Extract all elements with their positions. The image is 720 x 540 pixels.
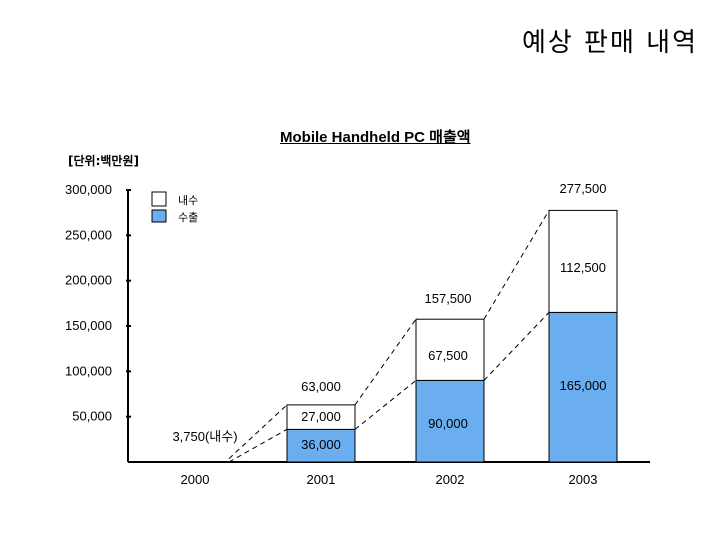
domestic-label-2003: 112,500 — [560, 260, 606, 275]
legend-swatch-export — [151, 209, 167, 223]
x-tick-label: 2003 — [569, 472, 598, 487]
bar-export-2003 — [548, 311, 618, 463]
y-tick-label: 150,000 — [65, 318, 112, 333]
export-label-2002: 90,000 — [428, 416, 468, 431]
connector-line-total — [354, 318, 417, 406]
domestic-label-2002: 67,500 — [428, 348, 468, 363]
total-label-2003: 277,500 — [560, 181, 607, 196]
connector-line-total — [228, 404, 288, 459]
bar-domestic-2003 — [548, 209, 618, 313]
connector-line-export — [483, 312, 550, 381]
unit-label: [단위:백만원] — [68, 154, 139, 168]
connector-line-export — [354, 380, 417, 430]
legend-swatch-domestic — [151, 191, 167, 207]
total-label-2002: 157,500 — [425, 291, 472, 306]
x-tick-label: 2000 — [181, 472, 210, 487]
legend-label-domestic: 내수 — [178, 194, 198, 207]
export-label-2001: 36,000 — [301, 437, 341, 452]
bar-domestic-2001 — [286, 404, 356, 430]
total-label-2001: 63,000 — [301, 379, 341, 394]
domestic-label-2001: 27,000 — [301, 409, 341, 424]
y-tick-label: 300,000 — [65, 182, 112, 197]
export-label-2003: 165,000 — [560, 378, 607, 393]
legend-label-export: 수출 — [178, 211, 198, 224]
y-tick-label: 50,000 — [72, 409, 112, 424]
domestic-label-2000: 3,750(내수) — [172, 429, 237, 444]
connector-line-total — [483, 210, 550, 320]
y-tick-label: 100,000 — [65, 363, 112, 378]
page-heading: 예상 판매 내역 — [521, 28, 698, 58]
connector-line-export — [228, 428, 288, 463]
y-tick-label: 200,000 — [65, 273, 112, 288]
bar-export-2002 — [415, 379, 485, 463]
bar-domestic-2002 — [415, 318, 485, 381]
chart-title: Mobile Handheld PC 매출액 — [280, 129, 471, 146]
y-tick-label: 250,000 — [65, 227, 112, 242]
x-tick-label: 2002 — [436, 472, 465, 487]
x-tick-label: 2001 — [307, 472, 336, 487]
